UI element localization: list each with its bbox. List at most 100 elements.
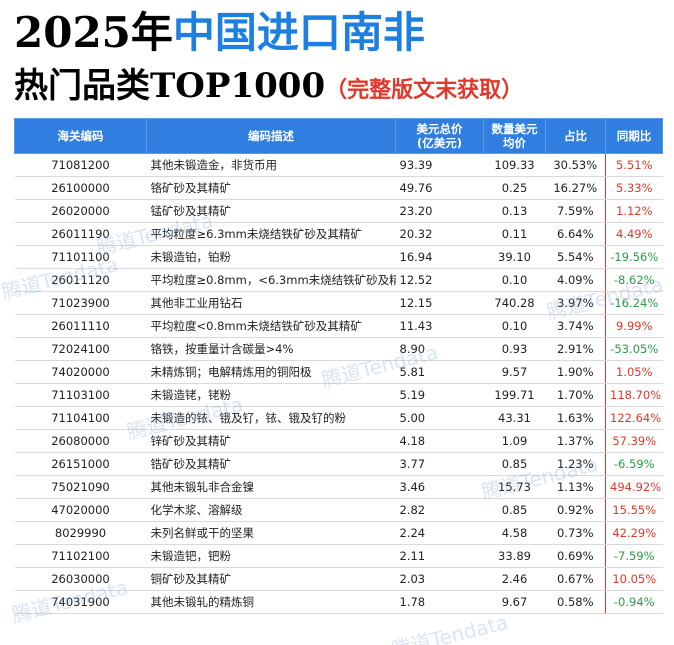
table-cell: 5.33% <box>605 176 663 200</box>
table-cell: 未锻造铑，铑粉 <box>146 383 396 407</box>
table-cell: 3.97% <box>545 291 606 315</box>
table-cell: 0.11 <box>483 222 546 246</box>
table-cell: 4.49% <box>605 222 663 246</box>
table-cell: 0.92% <box>545 498 606 522</box>
table-cell: 43.31 <box>483 406 546 430</box>
table-cell: 其他未锻轧的精炼铜 <box>146 590 396 614</box>
table-row: 26011110 平均粒度<0.8mm未烧结铁矿砂及其精矿 11.43 0.10 3.7… <box>14 314 663 338</box>
table-row: 26100000 铬矿砂及其精矿 49.76 0.25 16.27% 5.33% <box>14 176 663 200</box>
table-cell: 1.05% <box>605 360 663 384</box>
table-row: 71103100 未锻造铑，铑粉 5.19 199.71 1.70% 118.70% <box>14 383 663 407</box>
table-cell: 494.92% <box>605 475 663 499</box>
table-cell: 未精炼铜；电解精炼用的铜阳极 <box>146 360 396 384</box>
title-line2: 热门品类TOP1000（完整版文末获取） <box>14 62 523 115</box>
table-cell: 42.29% <box>605 521 663 545</box>
title-line1: 2025年中国进口南非 <box>14 6 425 60</box>
header-text: 占比 <box>564 129 587 143</box>
table-row: 74020000 未精炼铜；电解精炼用的铜阳极 5.81 9.57 1.90% 1.05% <box>14 360 663 384</box>
table-cell: 3.77 <box>395 452 484 476</box>
table-row: 26151000 锆矿砂及其精矿 3.77 0.85 1.23% -6.59% <box>14 452 663 476</box>
table-cell: 0.10 <box>483 268 546 292</box>
table-cell: -53.05% <box>605 337 663 361</box>
table-cell: 铬矿砂及其精矿 <box>146 176 396 200</box>
table-cell: 93.39 <box>395 153 484 177</box>
table-row: 72024100 铬铁，按重量计含碳量>4% 8.90 0.93 2.91% -53.05… <box>14 337 663 361</box>
table-cell: 39.10 <box>483 245 546 269</box>
table-cell: 75021090 <box>14 475 147 499</box>
table-cell: 26011110 <box>14 314 147 338</box>
table-cell: 未锻造钯，钯粉 <box>146 544 396 568</box>
table-cell: 47020000 <box>14 498 147 522</box>
table-cell: 0.25 <box>483 176 546 200</box>
header-cell: 海关编码 <box>14 118 147 154</box>
header-cell: 美元总价 (亿美元) <box>395 118 484 154</box>
table-cell: 0.10 <box>483 314 546 338</box>
table-cell: 5.51% <box>605 153 663 177</box>
table-cell: 26080000 <box>14 429 147 453</box>
table-row: 71081200 其他未锻造金，非货币用 93.39 109.33 30.53% 5.51… <box>14 153 663 177</box>
table-cell: 118.70% <box>605 383 663 407</box>
table-row: 26030000 铜矿砂及其精矿 2.03 2.46 0.67% 10.05% <box>14 567 663 591</box>
table-cell: 71023900 <box>14 291 147 315</box>
header-cell: 数量美元 均价 <box>483 118 546 154</box>
table-cell: 0.85 <box>483 452 546 476</box>
table-cell: 锆矿砂及其精矿 <box>146 452 396 476</box>
table-cell: 7.59% <box>545 199 606 223</box>
table-row: 8029990 未列名鲜或干的坚果 2.24 4.58 0.73% 42.29% <box>14 521 663 545</box>
header-cell: 编码描述 <box>146 118 396 154</box>
table-cell: 8.90 <box>395 337 484 361</box>
table-cell: 16.27% <box>545 176 606 200</box>
table-cell: 15.55% <box>605 498 663 522</box>
table-cell: 平均粒度≥0.8mm，<6.3mm未烧结铁矿砂及精矿 <box>146 268 396 292</box>
table-cell: 26011120 <box>14 268 147 292</box>
table-cell: 0.73% <box>545 521 606 545</box>
table-cell: -7.59% <box>605 544 663 568</box>
table-row: 71023900 其他非工业用钻石 12.15 740.28 3.97% -16.24% <box>14 291 663 315</box>
table-cell: 其他非工业用钻石 <box>146 291 396 315</box>
table-row: 26011190 平均粒度≥6.3mm未烧结铁矿砂及其精矿 20.32 0.11 6.6… <box>14 222 663 246</box>
header-cell: 占比 <box>545 118 606 154</box>
table-row: 26080000 锌矿砂及其精矿 4.18 1.09 1.37% 57.39% <box>14 429 663 453</box>
table-cell: 12.52 <box>395 268 484 292</box>
table-cell: 5.54% <box>545 245 606 269</box>
table-row: 71101100 未锻造铂，铂粉 16.94 39.10 5.54% -19.56% <box>14 245 663 269</box>
table-cell: 26011190 <box>14 222 147 246</box>
table-cell: 122.64% <box>605 406 663 430</box>
table-cell: 72024100 <box>14 337 147 361</box>
table-cell: 1.23% <box>545 452 606 476</box>
table-cell: 12.15 <box>395 291 484 315</box>
table-cell: 锰矿砂及其精矿 <box>146 199 396 223</box>
header-text: 美元总价 <box>416 122 463 136</box>
table-cell: 1.90% <box>545 360 606 384</box>
table-cell: 15.73 <box>483 475 546 499</box>
table-cell: 49.76 <box>395 176 484 200</box>
table-cell: 30.53% <box>545 153 606 177</box>
table-cell: 71101100 <box>14 245 147 269</box>
table-cell: 其他未锻造金，非货币用 <box>146 153 396 177</box>
table-cell: 1.63% <box>545 406 606 430</box>
table-cell: 4.18 <box>395 429 484 453</box>
table-cell: 其他未锻轧非合金镍 <box>146 475 396 499</box>
table-cell: 11.43 <box>395 314 484 338</box>
table-cell: 20.32 <box>395 222 484 246</box>
table-cell: 0.85 <box>483 498 546 522</box>
table-row: 75021090 其他未锻轧非合金镍 3.46 15.73 1.13% 494.92% <box>14 475 663 499</box>
table-cell: 9.67 <box>483 590 546 614</box>
data-table: 海关编码 编码描述 美元总价 (亿美元) 数量美元 均价 占比 同期比 71081200 其他未… <box>14 118 663 614</box>
table-cell: 8029990 <box>14 521 147 545</box>
table-cell: 740.28 <box>483 291 546 315</box>
header-text: 均价 <box>503 136 526 150</box>
table-cell: 26030000 <box>14 567 147 591</box>
table-cell: 1.78 <box>395 590 484 614</box>
table-cell: 2.91% <box>545 337 606 361</box>
table-cell: 74031900 <box>14 590 147 614</box>
table-cell: -19.56% <box>605 245 663 269</box>
table-cell: 3.74% <box>545 314 606 338</box>
table-cell: 199.71 <box>483 383 546 407</box>
table-cell: 1.70% <box>545 383 606 407</box>
title-blue: 中国进口南非 <box>172 8 425 57</box>
table-cell: 26020000 <box>14 199 147 223</box>
table-cell: 71081200 <box>14 153 147 177</box>
table-cell: 71103100 <box>14 383 147 407</box>
table-cell: 2.46 <box>483 567 546 591</box>
